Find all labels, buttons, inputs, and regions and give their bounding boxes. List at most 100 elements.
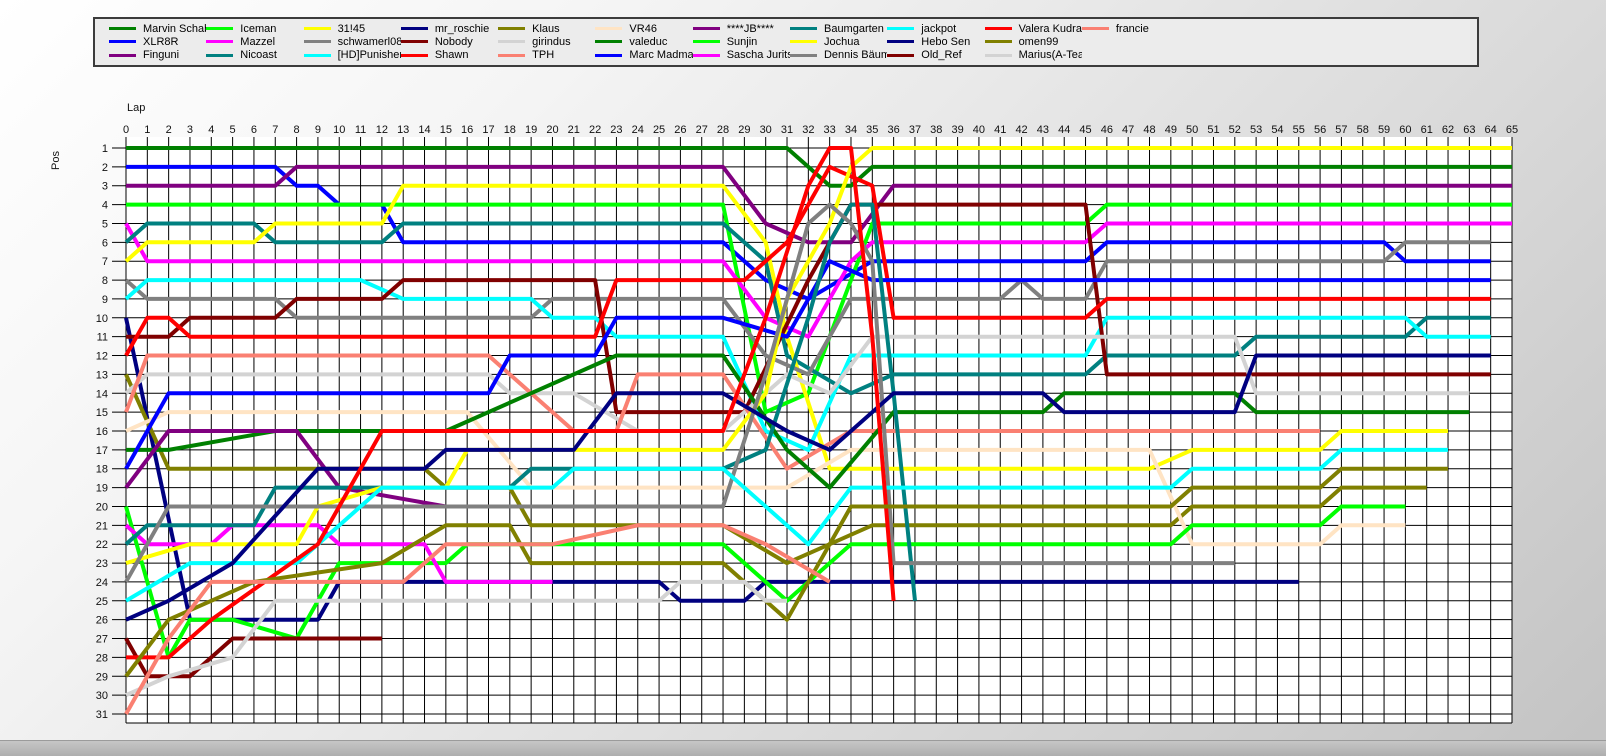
x-tick-label: 54: [1271, 124, 1283, 136]
legend-driver-name: VR46: [629, 22, 657, 35]
legend-item: Nicoast: [206, 49, 303, 61]
legend-driver-name: Finguni: [143, 49, 180, 62]
legend-driver-name: schwamerl08141: [337, 35, 401, 48]
x-tick-label: 8: [294, 124, 300, 136]
legend-color-marker: [498, 53, 526, 57]
y-axis-tick-labels: 1234567891011121314151617181920212223242…: [96, 143, 108, 721]
legend-color-marker: [789, 27, 817, 31]
x-tick-label: 44: [1058, 124, 1070, 136]
x-axis-title: Lap: [127, 102, 146, 114]
window-bottom-border: [0, 740, 1606, 756]
x-tick-label: 28: [717, 124, 729, 136]
legend-color-marker: [789, 53, 817, 57]
legend-item: francie: [1081, 22, 1179, 35]
legend-driver-name: francie: [1115, 22, 1149, 35]
x-tick-label: 52: [1229, 124, 1241, 136]
legend-driver-name: XLR8R: [143, 35, 179, 48]
y-tick-label: 2: [102, 162, 108, 174]
legend-color-marker: [595, 53, 623, 57]
series-line: [126, 146, 896, 660]
x-tick-label: 41: [994, 124, 1006, 136]
x-tick-label: 37: [909, 124, 921, 136]
x-tick-label: 10: [333, 124, 345, 136]
legend-driver-name: Sascha Juritsch: [726, 49, 790, 62]
legend-driver-name: Valera Kudrahov: [1018, 22, 1082, 35]
legend-driver-name: girindus: [532, 35, 571, 48]
legend-color-marker: [303, 27, 331, 31]
series-line: [124, 221, 1512, 339]
legend-color-marker: [498, 40, 526, 44]
y-tick-label: 17: [96, 445, 108, 457]
x-tick-label: 16: [461, 124, 473, 136]
x-tick-label: 11: [355, 124, 366, 136]
x-tick-label: 58: [1357, 124, 1369, 136]
legend-item: Hebo Sen: [887, 36, 984, 48]
series-line: [126, 202, 1512, 415]
x-tick-label: 15: [440, 124, 452, 136]
legend-item: schwamerl08141: [303, 35, 401, 48]
series-line: [124, 636, 382, 679]
x-tick-label: 50: [1186, 124, 1198, 136]
x-tick-label: 22: [589, 124, 601, 136]
legend-driver-name: jackpot: [921, 22, 957, 35]
series-line: [126, 164, 1491, 301]
x-tick-label: 45: [1079, 124, 1091, 136]
legend-driver-name: Dennis Bäumer: [823, 49, 888, 62]
y-tick-label: 4: [102, 200, 108, 212]
legend-color-marker: [692, 53, 720, 57]
legend-color-marker: [400, 53, 428, 57]
legend-item: valeduc: [595, 36, 692, 48]
legend-color-marker: [595, 27, 623, 31]
series-line: [124, 183, 1448, 471]
series-line: [124, 373, 1427, 566]
legend-driver-name: [HD]Punisher: [337, 49, 401, 62]
x-tick-label: 14: [418, 124, 430, 136]
x-tick-label: 56: [1314, 124, 1326, 136]
y-tick-label: 30: [96, 690, 108, 702]
x-tick-label: 19: [525, 124, 537, 136]
y-tick-label: 25: [96, 596, 108, 608]
legend-driver-name: Nobody: [434, 35, 473, 48]
legend-item: Sunjin: [692, 36, 790, 48]
y-tick-label: 10: [96, 313, 108, 325]
legend-item: mr_roschie: [400, 22, 498, 35]
x-tick-label: 21: [568, 124, 580, 136]
series-line: [124, 259, 1491, 470]
series-line: [126, 146, 1512, 188]
x-tick-label: 35: [866, 124, 878, 136]
legend-item: Jochua: [789, 36, 887, 48]
legend-color-marker: [303, 53, 331, 57]
legend-item: ****JB****: [692, 23, 790, 35]
x-tick-label: 3: [187, 124, 193, 136]
y-tick-label: 15: [96, 407, 108, 419]
legend-item: jackpot: [887, 23, 984, 35]
y-tick-label: 23: [96, 558, 108, 570]
legend-item: TPH: [498, 49, 595, 61]
legend-driver-name: Nicoast: [240, 49, 277, 62]
x-tick-label: 12: [376, 124, 388, 136]
x-tick-label: 43: [1037, 124, 1049, 136]
x-tick-label: 7: [272, 124, 278, 136]
legend-driver-name: 31!45: [337, 22, 366, 35]
x-tick-label: 26: [674, 124, 686, 136]
x-tick-label: 0: [123, 124, 129, 136]
x-tick-label: 30: [760, 124, 772, 136]
legend-driver-name: Mazzel: [240, 35, 276, 48]
x-tick-label: 32: [802, 124, 814, 136]
y-tick-label: 14: [96, 388, 108, 400]
x-tick-label: 48: [1143, 124, 1155, 136]
legend-color-marker: [692, 27, 720, 31]
x-tick-label: 61: [1421, 124, 1433, 136]
series-line: [124, 523, 831, 715]
series-line: [125, 579, 787, 697]
x-tick-label: 29: [738, 124, 750, 136]
legend-driver-name: omen99: [1018, 35, 1059, 48]
y-tick-label: 3: [102, 181, 108, 193]
x-tick-label: 33: [824, 124, 836, 136]
legend-color-marker: [984, 27, 1012, 31]
legend-driver-name: mr_roschie: [434, 22, 490, 35]
x-tick-label: 4: [208, 124, 214, 136]
x-tick-label: 18: [504, 124, 516, 136]
x-tick-label: 38: [930, 124, 942, 136]
